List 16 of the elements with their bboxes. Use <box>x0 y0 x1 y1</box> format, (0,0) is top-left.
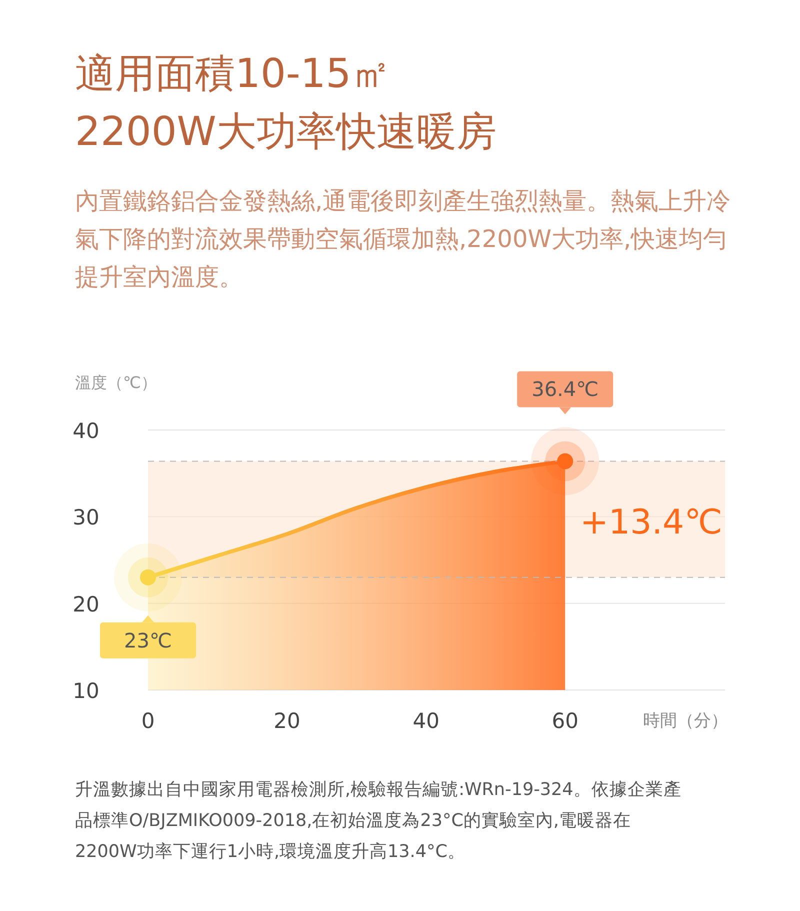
band-label: +13.4℃ <box>580 502 722 542</box>
y-tick-label: 40 <box>72 419 100 443</box>
y-tick-label: 20 <box>72 592 100 616</box>
y-tick-label: 10 <box>72 679 100 703</box>
x-tick-label: 0 <box>141 709 155 733</box>
annotation: 23℃ <box>124 628 172 652</box>
y-tick-label: 30 <box>72 506 100 530</box>
y-axis-title: 溫度（℃） <box>75 373 157 392</box>
x-axis-title: 時間（分） <box>643 711 728 731</box>
x-tick-label: 60 <box>552 709 578 733</box>
chart-title: 適用面積10-15㎡ 2200W大功率快速暖房 <box>75 50 498 157</box>
x-tick-label: 40 <box>412 709 440 733</box>
x-tick-label: 20 <box>274 709 300 733</box>
annotation: 36.4℃ <box>532 377 599 402</box>
chart-subtitle: 內置鐵鉻鋁合金發熱絲,通電後即刻產生強烈熱量。熱氣上升冷氣下降的對流效果帶動空氣循環加熱,2200W大功率,快速均勻提升室內溫度。 <box>75 186 732 293</box>
text: 升溫數據出自中國家用電器檢測所,檢驗報告編號:WRn-19-324。依據企業產品標準O/BJZMIKO009-2018,在初始溫度為23°C的實驗室內,電暖器在2200W功率下運行1小時,環境溫度升高13.4°C。 <box>75 779 682 864</box>
